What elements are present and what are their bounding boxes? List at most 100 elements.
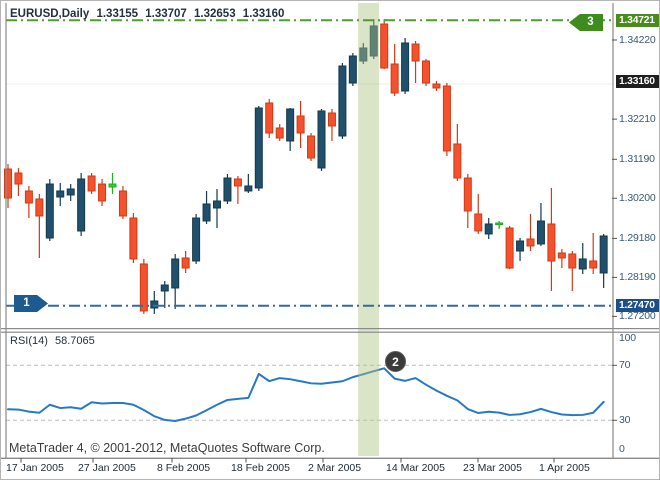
candle-body — [317, 110, 326, 169]
candle-body — [369, 25, 378, 57]
candle-body — [4, 168, 12, 199]
annotation-badge-3[interactable]: 3 — [569, 14, 603, 31]
candle-body — [599, 235, 608, 274]
candle-body — [401, 42, 410, 92]
candle-body — [453, 143, 462, 179]
rsi-indicator-label: RSI(14) 58.7065 — [10, 335, 99, 347]
support-price-badge: 1.27470 — [616, 299, 659, 313]
candle-body — [213, 200, 221, 209]
candle-body — [547, 223, 556, 262]
candle-body — [150, 300, 159, 309]
candle-body — [568, 253, 577, 269]
candle-body — [244, 185, 253, 192]
candle-body — [348, 55, 357, 84]
candle-body — [45, 183, 54, 239]
candle-body — [160, 284, 169, 292]
price-tick-label: 1.31190 — [619, 153, 655, 166]
candle-body — [495, 222, 504, 226]
candle-body — [118, 190, 127, 217]
candle-body — [129, 217, 138, 260]
candle-body — [442, 85, 451, 152]
candle-body — [516, 240, 525, 252]
rsi-name: RSI(14) — [10, 335, 48, 347]
candle-body — [296, 115, 305, 134]
candle-body — [327, 112, 336, 127]
date-tick-label: 27 Jan 2005 — [78, 462, 136, 474]
date-tick-label: 8 Feb 2005 — [157, 462, 211, 474]
ohlc-open: 1.33155 — [96, 8, 139, 20]
rsi-scale-label: 70 — [619, 359, 631, 372]
current-price-badge: 1.33160 — [616, 75, 659, 89]
candle-body — [557, 252, 566, 259]
panel-splitter[interactable] — [1, 328, 660, 330]
candle-body — [56, 190, 65, 198]
candle-body — [526, 238, 535, 247]
price-tick-label: 1.28190 — [619, 271, 656, 284]
annotation-badge-1[interactable]: 1 — [14, 295, 48, 312]
chart-title: EURUSD,Daily 1.33155 1.33707 1.32653 1.3… — [10, 8, 288, 20]
price-tick-label: 1.29180 — [619, 232, 656, 245]
candle-body — [474, 213, 483, 232]
rsi-scale-label: 30 — [619, 414, 631, 427]
watermark-text: MetaTrader 4, © 2001-2012, MetaQuotes So… — [9, 441, 325, 455]
candle-body — [35, 198, 44, 217]
annotation-badge-2[interactable]: 2 — [385, 351, 406, 372]
rsi-scale-label: 0 — [619, 443, 625, 455]
rsi-value: 58.7065 — [54, 335, 95, 347]
price-tick-label: 1.30200 — [619, 192, 656, 205]
date-tick-label: 17 Jan 2005 — [6, 462, 64, 474]
candle-body — [505, 227, 514, 269]
date-tick-label: 18 Feb 2005 — [231, 462, 290, 474]
candle-body — [181, 257, 190, 269]
panel-splitter[interactable] — [1, 331, 660, 333]
candle-body — [171, 258, 180, 289]
rsi-scale-label: 100 — [619, 332, 636, 344]
ohlc-low: 1.32653 — [194, 8, 236, 20]
candle-body — [432, 83, 441, 89]
candle-body — [307, 135, 316, 159]
candle-body — [463, 177, 472, 212]
candle-body — [233, 178, 242, 187]
ohlc-high: 1.33707 — [145, 8, 187, 20]
candle-body — [411, 43, 420, 62]
candle-body — [338, 65, 347, 137]
rsi-line — [7, 367, 605, 422]
candle-body — [390, 63, 399, 94]
candle-body — [108, 183, 117, 188]
candle-body — [254, 107, 263, 189]
candle-body — [98, 183, 107, 202]
resistance-price-badge: 1.34721 — [616, 13, 659, 27]
time-axis-line — [1, 457, 659, 459]
candle-body — [359, 47, 368, 62]
candle-body — [14, 172, 23, 185]
candle-body — [578, 258, 587, 270]
candle-body — [275, 127, 284, 139]
candle-body — [422, 60, 430, 84]
candle-body — [380, 23, 389, 69]
price-tick-label: 1.27200 — [619, 310, 656, 323]
symbol-period-label: EURUSD,Daily — [10, 8, 90, 20]
candle-body — [192, 217, 201, 262]
date-tick-label: 2 Mar 2005 — [308, 462, 362, 474]
candle-body — [77, 178, 86, 232]
candle-body — [66, 188, 75, 196]
candle-body — [139, 263, 148, 312]
candle-body — [286, 108, 295, 142]
date-tick-label: 14 Mar 2005 — [386, 462, 445, 474]
candle-body — [265, 102, 274, 134]
candle-body — [223, 177, 232, 202]
candle-body — [202, 203, 211, 222]
candle-body — [536, 220, 545, 245]
candle-body — [24, 190, 33, 204]
price-tick-label: 1.34220 — [619, 34, 656, 46]
price-tick-label: 1.32210 — [619, 113, 656, 126]
candle-body — [87, 175, 96, 192]
date-tick-label: 1 Apr 2005 — [539, 462, 590, 474]
candle-body — [589, 260, 598, 269]
ohlc-close: 1.33160 — [242, 8, 285, 20]
candle-body — [484, 223, 493, 235]
highlight-band[interactable] — [358, 3, 379, 456]
date-tick-label: 23 Mar 2005 — [463, 462, 522, 474]
